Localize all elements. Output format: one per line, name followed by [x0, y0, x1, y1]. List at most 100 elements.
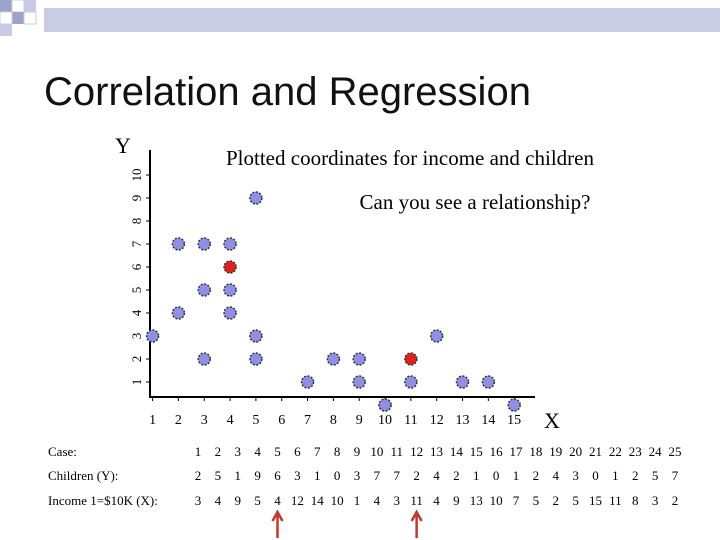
table-cell: 25 [669, 444, 682, 459]
table-cell: 5 [215, 468, 222, 483]
table-cell: 13 [430, 444, 443, 459]
arrow [410, 509, 423, 538]
table-cell: 15 [589, 493, 602, 508]
table-cell: 5 [652, 468, 659, 483]
x-tick-label: 4 [227, 413, 234, 428]
y-tick-label: 5 [129, 287, 144, 294]
table-cell: 3 [652, 493, 659, 508]
table-cell: 3 [294, 468, 301, 483]
table-cell: 11 [410, 493, 423, 508]
table-cell: 7 [672, 468, 679, 483]
point [249, 352, 263, 366]
x-tick-label: 13 [456, 413, 470, 428]
table-cell: 4 [553, 468, 560, 483]
table-cell: 24 [649, 444, 663, 459]
table-cell: 0 [334, 468, 341, 483]
x-tick-label: 12 [430, 413, 444, 428]
point [455, 375, 470, 389]
y-tick-label: 1 [129, 379, 144, 386]
table-cell: 3 [572, 468, 579, 483]
table-cell: 23 [629, 444, 642, 459]
row-label: Income 1=$10K (X): [48, 493, 158, 508]
x-tick-label: 10 [378, 413, 392, 428]
table-cell: 6 [294, 444, 301, 459]
point [197, 283, 211, 297]
row-label: Children (Y): [48, 468, 118, 483]
table-cell: 7 [394, 468, 401, 483]
point [171, 306, 186, 320]
table-cell: 1 [473, 468, 480, 483]
table-cell: 19 [549, 444, 562, 459]
table-cell: 1 [513, 468, 520, 483]
y-tick-label: 7 [129, 240, 144, 247]
x-tick-label: 9 [356, 413, 363, 428]
table-cell: 15 [470, 444, 483, 459]
y-tick-label: 8 [129, 218, 144, 225]
point [249, 191, 263, 205]
table-cell: 10 [331, 493, 344, 508]
point [300, 375, 315, 389]
table-cell: 1 [195, 444, 202, 459]
table-cell: 20 [569, 444, 582, 459]
table-cell: 3 [354, 468, 361, 483]
x-axis-label: X [544, 408, 560, 433]
table-cell: 11 [609, 493, 622, 508]
table-cell: 12 [291, 493, 304, 508]
table-cell: 10 [490, 493, 503, 508]
y-tick-label: 4 [129, 309, 144, 316]
row-label: Case: [48, 444, 77, 459]
point [326, 352, 341, 366]
table-cell: 12 [410, 444, 423, 459]
x-tick-label: 15 [507, 413, 521, 428]
y-tick-label: 3 [129, 333, 144, 340]
x-tick-label: 6 [278, 413, 285, 428]
point [481, 375, 496, 389]
x-tick-label: 5 [252, 413, 259, 428]
x-tick-label: 14 [481, 413, 495, 428]
table-cell: 5 [274, 444, 281, 459]
table-cell: 4 [433, 493, 440, 508]
point [223, 283, 237, 297]
point [223, 237, 237, 251]
table-cell: 5 [572, 493, 579, 508]
point [429, 329, 444, 343]
chart-subtitle: Plotted coordinates for income and child… [226, 146, 594, 170]
table-cell: 9 [354, 444, 361, 459]
point [352, 352, 366, 366]
table-cell: 1 [235, 468, 242, 483]
arrow [271, 509, 284, 538]
table-cell: 7 [513, 493, 520, 508]
x-tick-label: 3 [201, 413, 208, 428]
table-cell: 4 [374, 493, 381, 508]
table-cell: 11 [390, 444, 403, 459]
table-cell: 3 [195, 493, 202, 508]
table-cell: 2 [632, 468, 639, 483]
table-cell: 14 [450, 444, 464, 459]
point [352, 375, 366, 389]
point [223, 260, 237, 274]
point [404, 375, 418, 389]
x-tick-label: 2 [175, 413, 182, 428]
table-cell: 2 [553, 493, 560, 508]
table-cell: 9 [235, 493, 242, 508]
table-cell: 5 [533, 493, 540, 508]
table-cell: 3 [235, 444, 242, 459]
table-cell: 9 [453, 493, 460, 508]
table-cell: 8 [334, 444, 341, 459]
table-cell: 2 [672, 493, 679, 508]
table-cell: 13 [470, 493, 483, 508]
table-cell: 8 [632, 493, 639, 508]
table-cell: 4 [433, 468, 440, 483]
table-cell: 18 [529, 444, 542, 459]
table-cell: 16 [490, 444, 504, 459]
table-cell: 7 [314, 444, 321, 459]
table-cell: 1 [354, 493, 361, 508]
y-tick-label: 9 [129, 195, 144, 202]
table-cell: 17 [510, 444, 524, 459]
annotation: Can you see a relationship? [360, 190, 591, 214]
y-tick-label: 2 [129, 356, 144, 363]
point [223, 306, 237, 320]
table-cell: 10 [370, 444, 383, 459]
table-cell: 2 [215, 444, 222, 459]
